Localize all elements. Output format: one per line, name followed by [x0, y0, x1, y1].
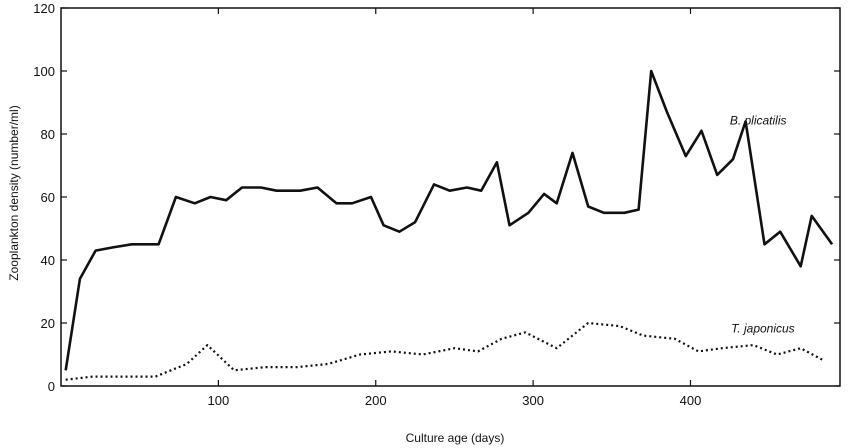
- x-tick-label: 200: [365, 393, 387, 408]
- series-labels: B. plicatilis T. japonicus: [730, 114, 795, 336]
- x-tick-label: 400: [680, 393, 702, 408]
- y-tick-label: 60: [41, 190, 55, 205]
- y-tick-label: 40: [41, 253, 55, 268]
- series-label: T. japonicus: [731, 321, 795, 335]
- y-axis-title: Zooplankton density (number/ml): [7, 105, 21, 280]
- y-tick-label: 120: [33, 1, 55, 16]
- y-tick-label: 100: [33, 64, 55, 79]
- series-line-t-japonicus: [65, 321, 825, 381]
- y-tick-label: 80: [41, 127, 55, 142]
- y-axis: 0 20 40 60 80 100 120: [33, 1, 840, 394]
- y-tick-label: 0: [48, 379, 55, 394]
- x-axis-title: Culture age (days): [406, 431, 505, 445]
- series-line-b-plicatilis: [64, 69, 834, 371]
- x-tick-label: 300: [522, 393, 544, 408]
- series-label: B. plicatilis: [730, 114, 787, 128]
- series-layer: [64, 69, 834, 381]
- x-axis: 100 200 300 400: [208, 8, 702, 408]
- x-tick-label: 100: [208, 393, 230, 408]
- y-tick-label: 20: [41, 316, 55, 331]
